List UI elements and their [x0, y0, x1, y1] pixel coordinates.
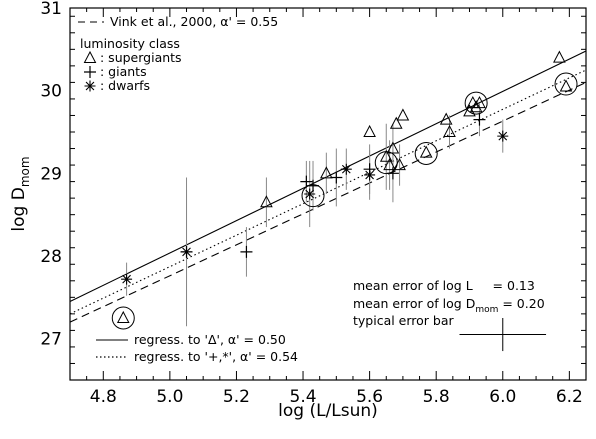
x-tick-label: 5.4 [290, 387, 317, 407]
triangle-marker [260, 195, 273, 208]
plus-marker [300, 175, 313, 188]
asterisk-marker [497, 130, 509, 142]
regression-line-solid [70, 50, 586, 302]
error-info: mean error of log L = 0.13 mean error of… [353, 278, 547, 352]
triangle-marker [473, 95, 486, 109]
asterisk-marker [304, 188, 316, 200]
error-log-d: mean error of log Dmom = 0.20 [353, 296, 545, 315]
circle-marker [464, 91, 488, 115]
legend-items: : supergiants: giants: dwarfs [83, 50, 182, 93]
plot-frame [69, 7, 587, 381]
y-tick-label: 28 [40, 247, 62, 267]
y-tick-label: 27 [40, 330, 62, 350]
triangle-marker [419, 145, 433, 158]
legend-triangle-label: : supergiants [100, 50, 182, 65]
plus-marker [330, 171, 343, 184]
y-axis-label-sub: mom [18, 156, 32, 187]
triangle-marker [363, 124, 376, 137]
error-log-l: mean error of log L = 0.13 [353, 278, 535, 293]
triangle-marker [116, 310, 130, 323]
legend-asterisk-icon [84, 80, 96, 92]
legend-triangle-icon [83, 50, 97, 63]
circle-marker [374, 151, 398, 175]
legend-plus-icon [84, 66, 96, 78]
plus-marker [240, 245, 253, 258]
triangle-marker [396, 108, 410, 121]
circled-points [111, 72, 578, 330]
asterisk-marker [181, 246, 193, 258]
error-log-d-sub: mom [475, 305, 498, 315]
legend-asterisk-label: : dwarfs [100, 78, 150, 93]
triangle-marker [559, 79, 573, 92]
triangle-marker [463, 104, 476, 117]
circle-marker [111, 306, 135, 330]
legend-regression: regress. to 'Δ', α' = 0.50 regress. to '… [96, 332, 298, 364]
x-tick-label: 5.0 [156, 387, 183, 407]
y-tick-label: 31 [40, 0, 62, 19]
error-log-d-pre: mean error of log D [353, 296, 475, 311]
triangle-marker [553, 50, 566, 63]
asterisk-marker [121, 273, 133, 285]
x-tick-label: 5.2 [223, 387, 250, 407]
circle-marker [301, 184, 325, 208]
triangle-marker [379, 149, 393, 162]
triangle-marker [443, 124, 456, 137]
circle-marker [414, 141, 438, 165]
legend-class-title: luminosity class [80, 36, 180, 51]
x-tick-label: 6.0 [489, 387, 516, 407]
regression-line-dashed [70, 81, 586, 323]
axis-ticks [69, 8, 587, 381]
tick-labels: 4.8 5.0 5.2 5.4 5.6 5.8 6.0 6.2 27 28 29 30 31 [40, 0, 583, 407]
legend-top-left: Vink et al., 2000, α' = 0.55 luminosity … [78, 14, 278, 93]
triangle-marker [383, 157, 396, 171]
triangle-marker [320, 166, 333, 179]
asterisk-marker [340, 163, 352, 175]
legend-solid-text: regress. to 'Δ', α' = 0.50 [134, 332, 286, 347]
y-axis-label: log Dmom [9, 156, 32, 231]
x-tick-label: 5.8 [423, 387, 450, 407]
x-axis-label: log (L/Lsun) [278, 401, 378, 421]
plus-marker [473, 113, 486, 126]
triangle-marker [386, 141, 400, 154]
triangle-marker [389, 116, 403, 129]
x-tick-label: 6.2 [556, 387, 583, 407]
triangle-marker [439, 112, 453, 125]
data-markers [116, 50, 573, 323]
y-axis-label-main: log D [9, 187, 29, 231]
y-tick-label: 30 [40, 82, 62, 102]
asterisk-marker [364, 169, 376, 181]
triangle-marker [469, 100, 483, 113]
circle-marker [554, 72, 578, 96]
regression-lines [70, 50, 586, 323]
regression-line-dotted [70, 69, 586, 315]
legend-plus-label: : giants [100, 64, 147, 79]
x-tick-label: 4.8 [90, 387, 117, 407]
x-tick-label: 5.6 [356, 387, 383, 407]
error-log-d-post: = 0.20 [498, 296, 544, 311]
error-typical: typical error bar [353, 313, 455, 328]
legend-vink-text: Vink et al., 2000, α' = 0.55 [110, 14, 278, 29]
y-tick-label: 29 [40, 164, 62, 184]
legend-dotted-text: regress. to '+,*', α' = 0.54 [134, 349, 298, 364]
